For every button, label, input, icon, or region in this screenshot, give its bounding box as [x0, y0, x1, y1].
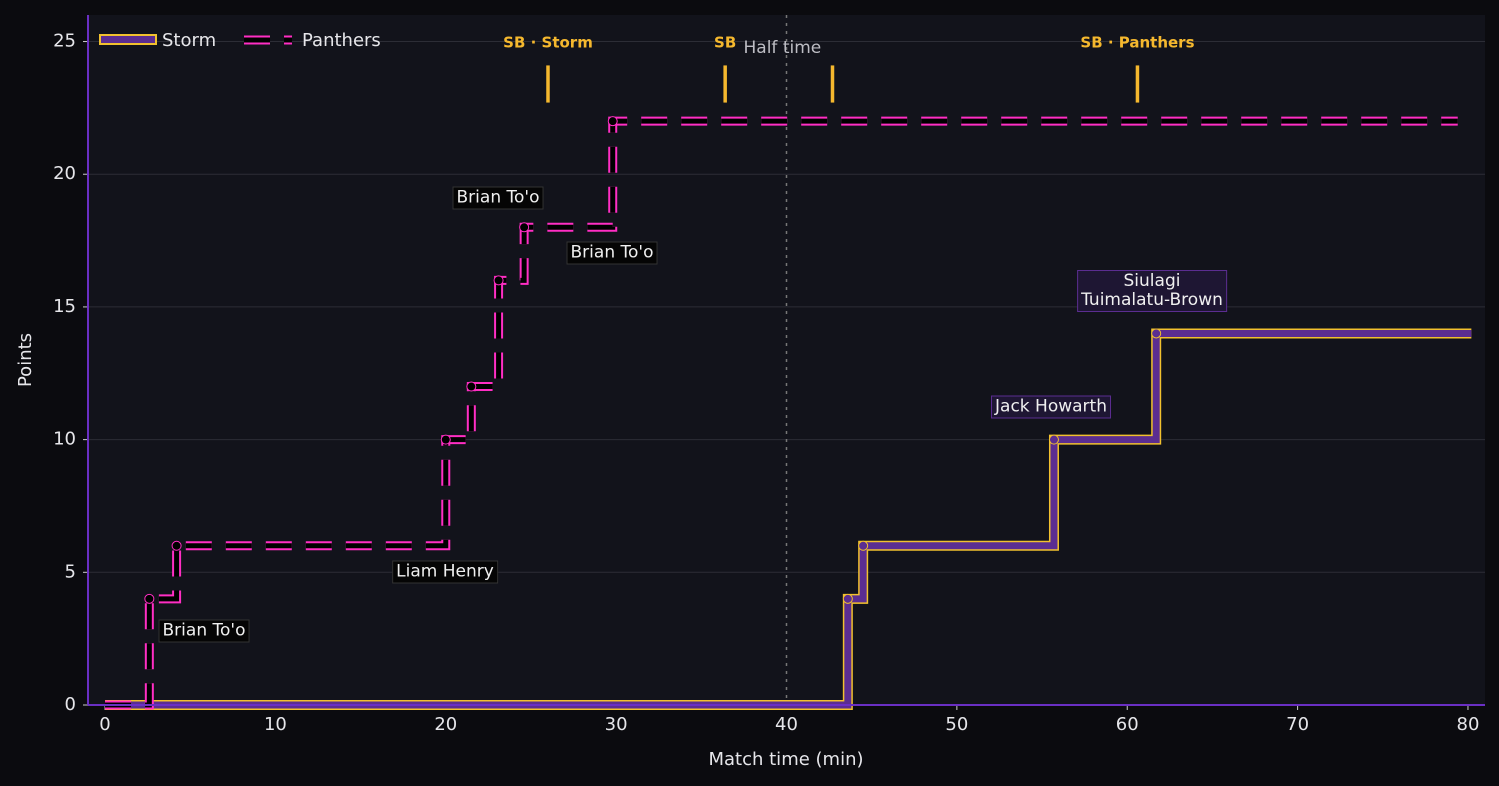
y-tick-label: 25 [53, 31, 76, 52]
score-marker [440, 434, 451, 445]
series-panthers [105, 116, 1458, 710]
score-marker [493, 275, 504, 286]
step-line-inner [105, 118, 1458, 708]
legend-swatch [99, 34, 157, 45]
scorer-annotation: Brian To'o [566, 241, 658, 265]
y-axis-label: Points [15, 333, 36, 387]
y-tick-label: 0 [65, 694, 76, 715]
x-tick-label: 10 [264, 714, 287, 735]
x-tick-label: 30 [605, 714, 628, 735]
x-axis-label: Match time (min) [708, 749, 863, 770]
score-marker [607, 116, 618, 127]
x-tick-label: 40 [775, 714, 798, 735]
step-line-inner [105, 329, 1472, 709]
scorer-annotation: Siulagi Tuimalatu-Brown [1077, 270, 1227, 312]
legend-label: Storm [162, 30, 216, 51]
series-storm [105, 328, 1472, 710]
x-tick-label: 20 [434, 714, 457, 735]
score-marker [1151, 328, 1162, 339]
half-time-label: Half time [744, 38, 822, 58]
score-marker [1048, 434, 1059, 445]
x-tick-label: 0 [99, 714, 110, 735]
y-tick-label: 15 [53, 296, 76, 317]
scorer-annotation: Brian To'o [452, 186, 544, 210]
event-label: SB · Storm [503, 34, 593, 52]
x-tick-label: 60 [1116, 714, 1139, 735]
scorer-annotation: Brian To'o [158, 619, 250, 643]
score-marker [858, 540, 869, 551]
x-tick-label: 70 [1286, 714, 1309, 735]
score-marker [171, 540, 182, 551]
legend-label: Panthers [302, 30, 381, 51]
y-tick-label: 5 [65, 561, 76, 582]
event-label: SB · Panthers [1080, 34, 1194, 52]
y-tick-label: 10 [53, 429, 76, 450]
score-marker [519, 222, 530, 233]
y-tick-label: 20 [53, 163, 76, 184]
score-marker [144, 593, 155, 604]
event-label: SB [714, 34, 736, 52]
score-marker [842, 593, 853, 604]
scorer-annotation: Jack Howarth [991, 395, 1111, 419]
x-tick-label: 50 [945, 714, 968, 735]
x-tick-label: 80 [1457, 714, 1480, 735]
scorer-annotation: Liam Henry [392, 560, 498, 584]
score-marker [466, 381, 477, 392]
